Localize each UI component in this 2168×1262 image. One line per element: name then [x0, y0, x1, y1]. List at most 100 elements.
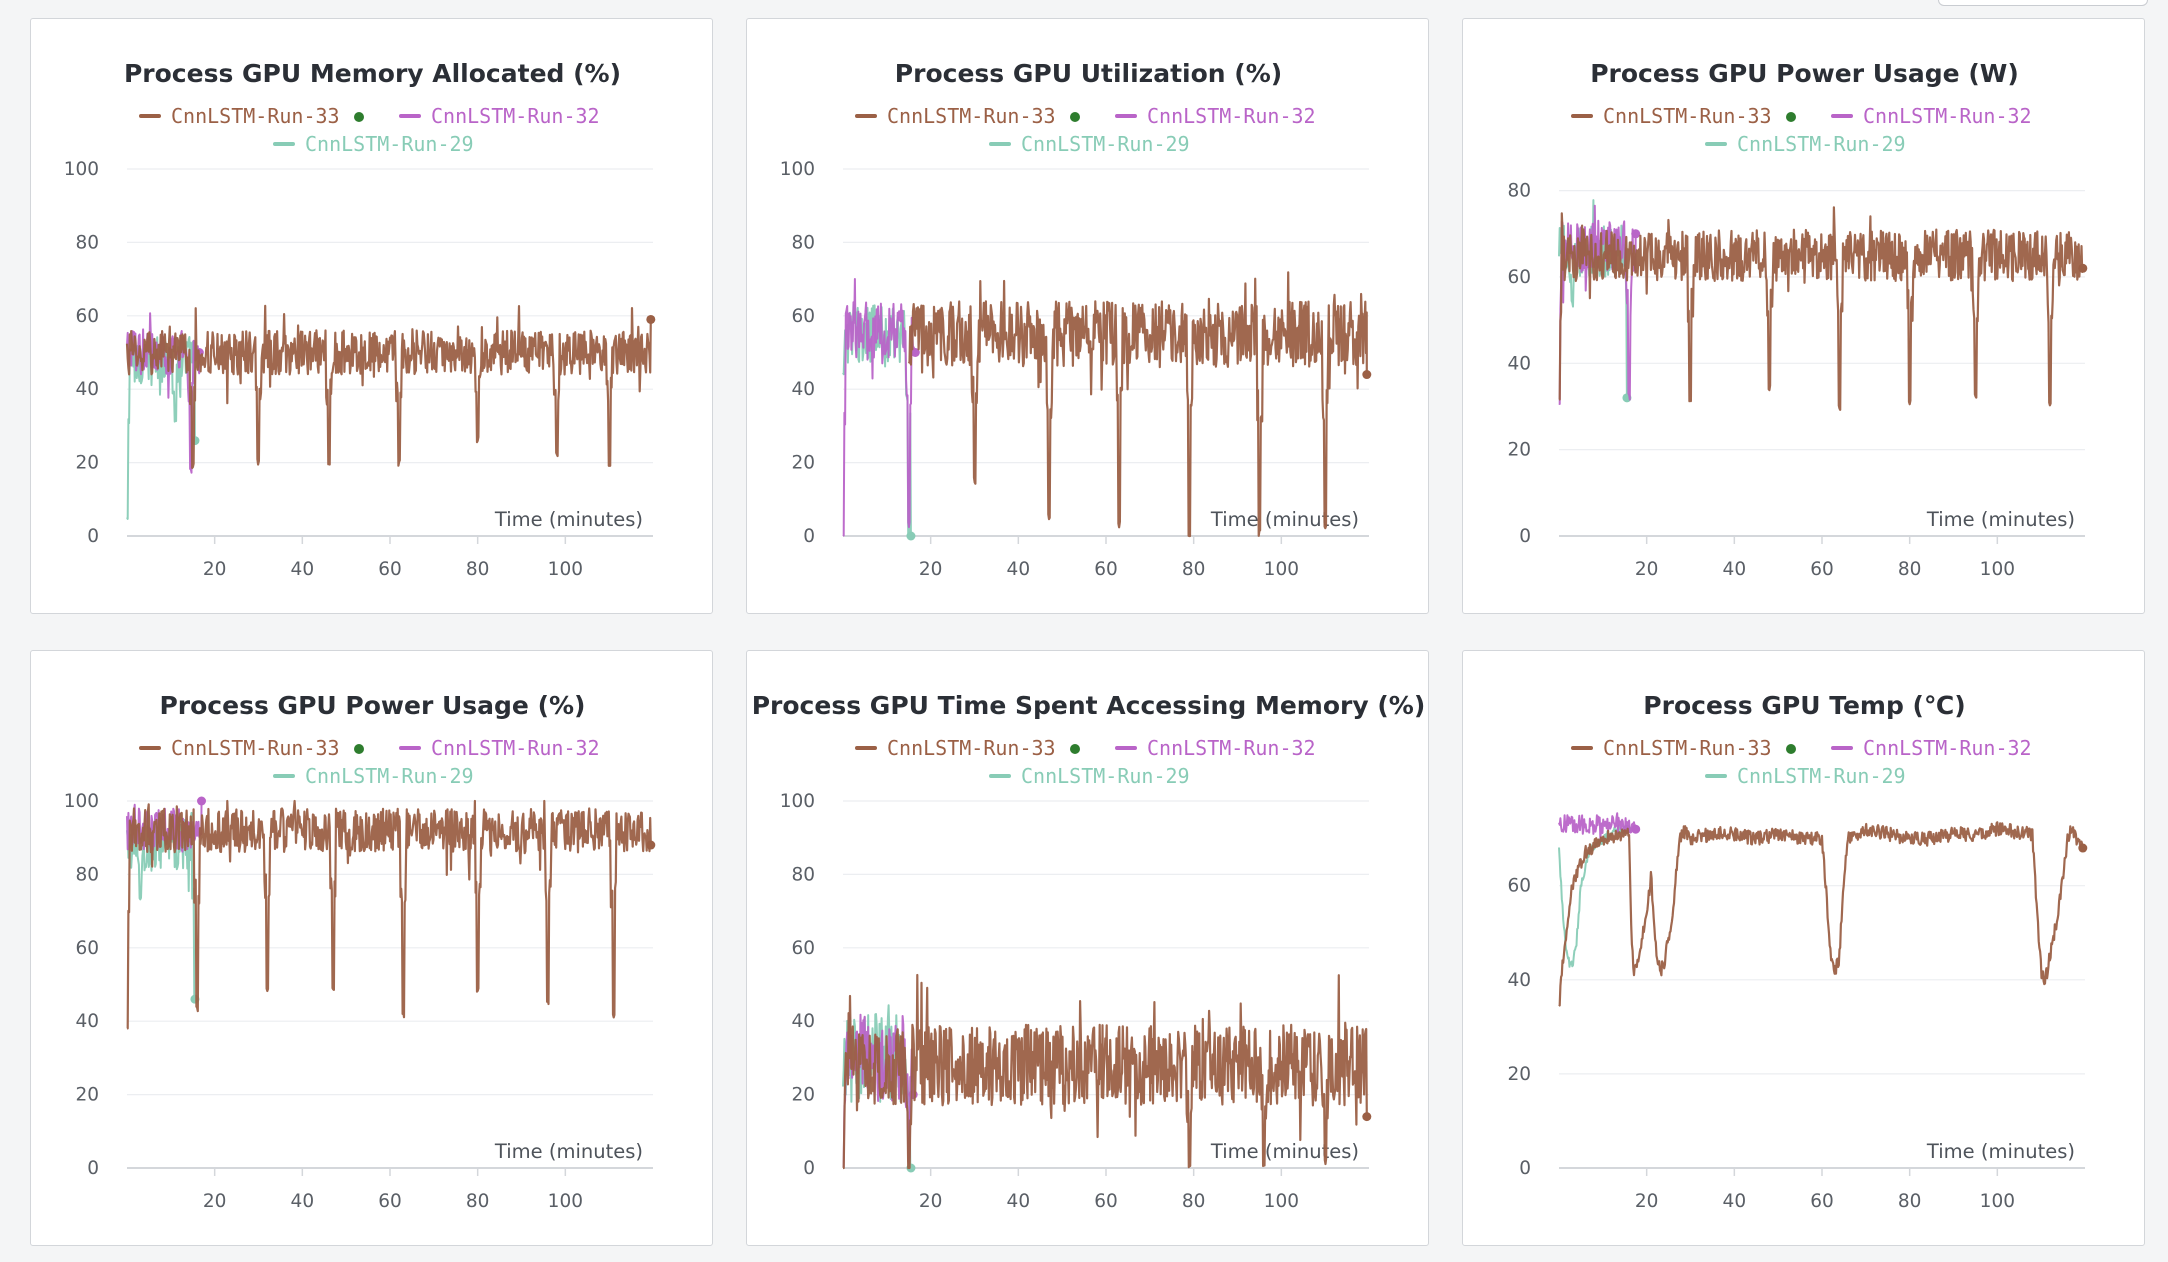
series-end-point [197, 796, 207, 806]
x-tick-label: 100 [1980, 1191, 2015, 1212]
y-tick-label: 20 [1507, 440, 1531, 461]
legend-label: CnnLSTM-Run-33 [887, 736, 1056, 760]
chart-legend: CnnLSTM-Run-33 CnnLSTM-Run-32 CnnLSTM-Run-… [855, 104, 1316, 156]
y-tick-label: 80 [75, 232, 99, 253]
chart-svg: Process GPU Temp (℃)CnnLSTM-Run-33 CnnLST… [1507, 691, 2088, 1212]
legend-item[interactable]: CnnLSTM-Run-29 [273, 764, 474, 788]
series-end-point [910, 348, 920, 357]
active-run-dot [354, 744, 364, 754]
chart-legend: CnnLSTM-Run-33 CnnLSTM-Run-32 CnnLSTM-Run-… [855, 736, 1316, 788]
active-run-dot [1786, 744, 1796, 754]
legend-item[interactable]: CnnLSTM-Run-32 [1115, 104, 1316, 128]
x-axis-title: Time (minutes) [494, 508, 643, 531]
series-end-point [2078, 263, 2088, 273]
legend-item[interactable]: CnnLSTM-Run-29 [1705, 764, 1906, 788]
chart-panel-gpu-memory-access-time[interactable]: Process GPU Time Spent Accessing Memory … [746, 650, 1429, 1246]
chart-panel-gpu-memory-allocated[interactable]: Process GPU Memory Allocated (%) CnnLSTM-… [30, 18, 713, 614]
series-line-cnnlstm-run-32[interactable] [1558, 812, 1637, 841]
x-tick-label: 60 [1810, 1191, 1834, 1212]
x-tick-label: 40 [1723, 1191, 1747, 1212]
legend-item[interactable]: CnnLSTM-Run-32 [1831, 736, 2032, 760]
x-tick-label: 40 [1007, 559, 1031, 580]
legend-label: CnnLSTM-Run-29 [1021, 132, 1190, 156]
legend-item[interactable]: CnnLSTM-Run-29 [273, 132, 474, 156]
x-tick-label: 60 [378, 559, 402, 580]
x-tick-label: 60 [1810, 559, 1834, 580]
x-tick-label: 40 [291, 559, 315, 580]
y-tick-label: 100 [64, 159, 99, 180]
active-run-dot [1786, 112, 1796, 122]
legend-item[interactable]: CnnLSTM-Run-33 [139, 104, 364, 128]
legend-item[interactable]: CnnLSTM-Run-33 [855, 736, 1080, 760]
y-tick-label: 0 [1519, 526, 1531, 547]
legend-label: CnnLSTM-Run-32 [1863, 104, 2032, 128]
chart-svg: Process GPU Power Usage (W) CnnLSTM-Run-3… [1507, 59, 2088, 580]
legend-item[interactable]: CnnLSTM-Run-33 [1571, 736, 1796, 760]
x-tick-label: 60 [1094, 1191, 1118, 1212]
x-tick-label: 100 [1264, 559, 1299, 580]
chart-legend: CnnLSTM-Run-33 CnnLSTM-Run-32 CnnLSTM-Run-… [1571, 736, 2032, 788]
panel-search-field[interactable] [1938, 0, 2148, 6]
x-axis-title: Time (minutes) [1210, 1140, 1359, 1163]
chart-svg: Process GPU Memory Allocated (%) CnnLSTM-… [64, 59, 656, 580]
chart-panel-gpu-utilization[interactable]: Process GPU Utilization (%) CnnLSTM-Run-3… [746, 18, 1429, 614]
legend-item[interactable]: CnnLSTM-Run-33 [139, 736, 364, 760]
legend-item[interactable]: CnnLSTM-Run-29 [1705, 132, 1906, 156]
y-tick-label: 60 [75, 306, 99, 327]
x-tick-label: 40 [1723, 559, 1747, 580]
series-end-point [1631, 824, 1641, 834]
y-tick-label: 0 [87, 526, 99, 547]
legend-label: CnnLSTM-Run-32 [1863, 736, 2032, 760]
x-tick-label: 20 [919, 1191, 943, 1212]
y-tick-label: 20 [791, 1085, 815, 1106]
legend-label: CnnLSTM-Run-29 [1737, 132, 1906, 156]
series-end-point [2078, 843, 2088, 853]
legend-item[interactable]: CnnLSTM-Run-32 [399, 736, 600, 760]
x-tick-label: 20 [203, 559, 227, 580]
y-tick-label: 20 [791, 453, 815, 474]
legend-label: CnnLSTM-Run-33 [1603, 736, 1772, 760]
chart-panel-gpu-temp[interactable]: Process GPU Temp (℃) CnnLSTM-Run-33 CnnLST… [1462, 650, 2145, 1246]
legend-label: CnnLSTM-Run-32 [1147, 736, 1316, 760]
legend-item[interactable]: CnnLSTM-Run-33 [855, 104, 1080, 128]
legend-item[interactable]: CnnLSTM-Run-32 [1831, 104, 2032, 128]
chart-legend: CnnLSTM-Run-33 CnnLSTM-Run-32 CnnLSTM-Run-… [1571, 104, 2032, 156]
x-tick-label: 80 [1898, 1191, 1922, 1212]
series-end-point [906, 531, 916, 541]
x-tick-label: 80 [1898, 559, 1922, 580]
chart-panel-gpu-power-usage-pct[interactable]: Process GPU Power Usage (%) CnnLSTM-Run-3… [30, 650, 713, 1246]
series-line-cnnlstm-run-33[interactable] [842, 973, 1368, 1170]
chart-title: Process GPU Utilization (%) [895, 59, 1282, 88]
y-tick-label: 0 [803, 526, 815, 547]
legend-item[interactable]: CnnLSTM-Run-29 [989, 132, 1190, 156]
y-tick-label: 20 [1507, 1064, 1531, 1085]
series-line-cnnlstm-run-33[interactable] [125, 304, 652, 469]
legend-item[interactable]: CnnLSTM-Run-32 [399, 104, 600, 128]
x-tick-label: 100 [1980, 559, 2015, 580]
legend-item[interactable]: CnnLSTM-Run-29 [989, 764, 1190, 788]
series-line-cnnlstm-run-32[interactable] [842, 278, 917, 537]
y-tick-label: 0 [803, 1158, 815, 1179]
series-line-cnnlstm-run-33[interactable] [126, 799, 652, 1030]
series-line-cnnlstm-run-33[interactable] [1558, 206, 2084, 411]
series-end-point [646, 314, 656, 324]
x-tick-label: 60 [1094, 559, 1118, 580]
y-tick-label: 80 [791, 864, 815, 885]
series-line-cnnlstm-run-33[interactable] [1558, 821, 2084, 1007]
chart-legend: CnnLSTM-Run-33 CnnLSTM-Run-32 CnnLSTM-Run-… [139, 736, 600, 788]
x-tick-label: 80 [1182, 559, 1206, 580]
legend-item[interactable]: CnnLSTM-Run-32 [1115, 736, 1316, 760]
y-tick-label: 60 [791, 306, 815, 327]
series-end-point [1631, 229, 1641, 239]
x-tick-label: 80 [466, 1191, 490, 1212]
y-tick-label: 100 [64, 791, 99, 812]
x-tick-label: 20 [1635, 559, 1659, 580]
chart-panel-gpu-power-usage-w[interactable]: Process GPU Power Usage (W) CnnLSTM-Run-3… [1462, 18, 2145, 614]
x-tick-label: 80 [1182, 1191, 1206, 1212]
chart-title: Process GPU Time Spent Accessing Memory … [752, 691, 1426, 720]
series-end-point [1362, 1112, 1372, 1122]
legend-item[interactable]: CnnLSTM-Run-33 [1571, 104, 1796, 128]
series-line-cnnlstm-run-33[interactable] [907, 271, 1368, 538]
series-end-point [646, 840, 656, 850]
active-run-dot [354, 112, 364, 122]
